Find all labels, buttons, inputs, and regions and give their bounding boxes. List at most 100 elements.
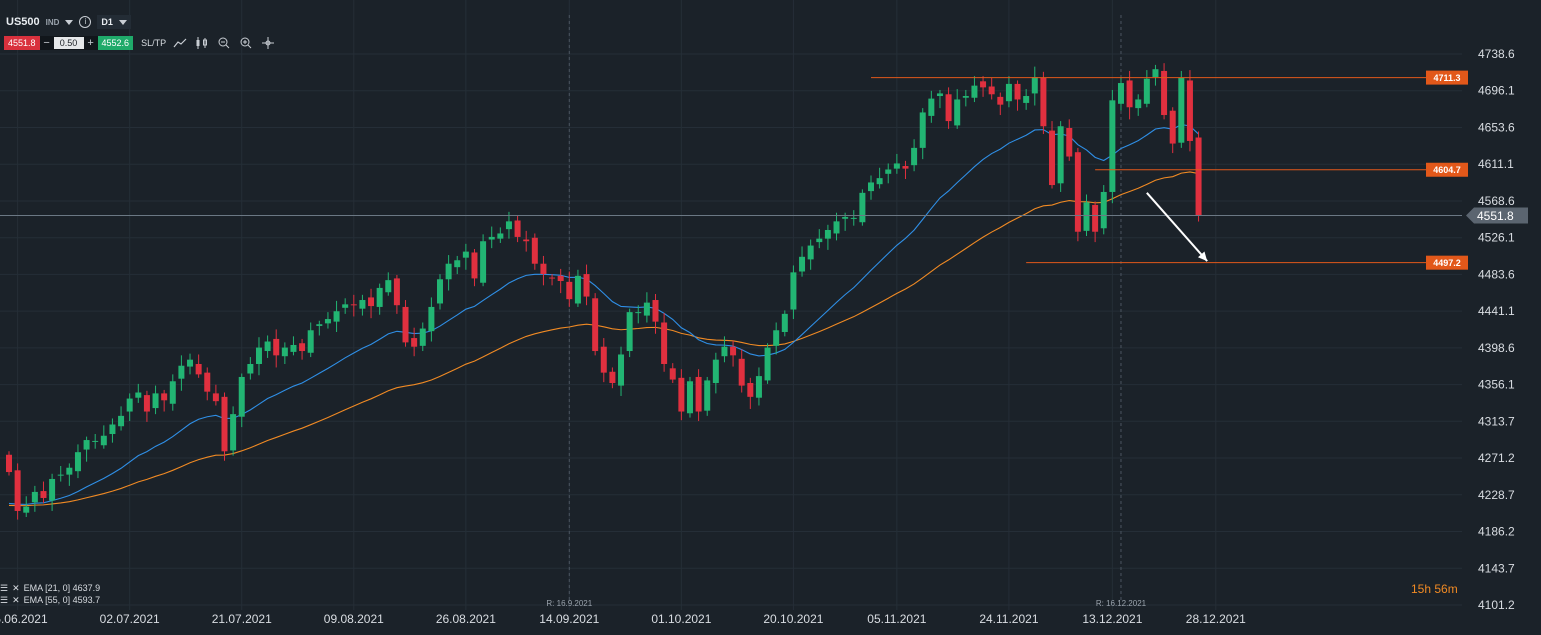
candle <box>936 93 943 97</box>
legend-label-ema55: EMA [55, 0] 4593.7 <box>23 595 101 605</box>
candle <box>1066 127 1073 157</box>
indicator-settings-icon[interactable]: ☰ <box>0 583 9 593</box>
sltp-button[interactable]: SL/TP <box>141 38 167 48</box>
x-tick-label: 15.06.2021 <box>0 612 48 626</box>
y-tick-label: 4143.7 <box>1478 561 1515 575</box>
candle <box>678 377 685 412</box>
level-badge <box>1426 162 1468 177</box>
candle <box>566 281 573 300</box>
candle <box>583 274 590 297</box>
buy-button[interactable]: 4552.6 <box>97 36 134 50</box>
candle <box>307 330 314 353</box>
candle <box>445 263 452 280</box>
candle <box>359 300 366 309</box>
candle <box>281 347 288 357</box>
legend-item-ema55[interactable]: ☰ ✕ EMA [55, 0] 4593.7 <box>0 594 100 606</box>
candle <box>1109 100 1116 192</box>
candle <box>885 169 892 174</box>
legend-item-ema21[interactable]: ☰ ✕ EMA [21, 0] 4637.9 <box>0 582 100 594</box>
candle <box>437 279 443 304</box>
candle <box>945 94 952 122</box>
candle <box>230 414 237 451</box>
candle <box>902 166 909 169</box>
candle <box>57 474 64 476</box>
x-tick-label: 21.07.2021 <box>212 612 272 626</box>
candle <box>781 313 788 333</box>
candle <box>1117 83 1124 104</box>
candle <box>704 380 711 411</box>
candle <box>480 241 487 283</box>
zoom-in-icon[interactable] <box>238 36 254 50</box>
chevron-down-icon <box>118 19 127 25</box>
candle <box>574 275 581 304</box>
candle <box>626 312 633 352</box>
timeframe-select[interactable]: D1 <box>97 15 131 29</box>
candle <box>471 252 478 279</box>
candle <box>833 221 840 234</box>
candle <box>92 440 99 442</box>
candle <box>850 217 857 219</box>
y-tick-label: 4568.6 <box>1478 194 1515 208</box>
increase-quantity-button[interactable]: + <box>87 37 94 49</box>
candle <box>738 358 745 386</box>
candle <box>686 381 693 414</box>
candle <box>842 217 849 219</box>
remove-indicator-icon[interactable]: ✕ <box>12 583 20 593</box>
candle <box>1031 76 1038 94</box>
crosshair-icon[interactable] <box>260 36 276 50</box>
candle <box>523 239 530 242</box>
y-tick-label: 4186.2 <box>1478 525 1515 539</box>
candle <box>1143 78 1150 104</box>
candle <box>290 344 297 352</box>
candle <box>350 304 357 306</box>
candle <box>411 338 418 347</box>
candle <box>1195 137 1202 216</box>
indicator-settings-icon[interactable]: ☰ <box>0 595 9 605</box>
candle <box>1005 83 1012 102</box>
line-chart-icon[interactable] <box>172 36 188 50</box>
candle <box>324 319 331 324</box>
candle <box>1152 69 1159 77</box>
y-tick-label: 4228.7 <box>1478 488 1515 502</box>
candle <box>919 112 926 148</box>
info-icon[interactable]: i <box>79 16 92 28</box>
candle <box>333 311 340 322</box>
candle <box>195 363 202 375</box>
sell-button[interactable]: 4551.8 <box>4 36 40 50</box>
candle <box>764 347 771 381</box>
candle <box>462 251 469 258</box>
market-type-label: IND <box>45 17 60 27</box>
candle <box>600 346 607 373</box>
symbol-label[interactable]: US500 <box>6 16 40 28</box>
candle <box>635 312 642 314</box>
candle <box>557 275 564 282</box>
decrease-quantity-button[interactable]: − <box>43 37 50 49</box>
remove-indicator-icon[interactable]: ✕ <box>12 595 20 605</box>
candle <box>204 372 211 392</box>
candle <box>928 98 935 116</box>
candle <box>1135 99 1142 109</box>
candle <box>402 306 409 343</box>
quantity-field[interactable]: 0.50 <box>53 37 84 49</box>
trade-panel: 4551.8 − 0.50 + 4552.6 SL/TP <box>4 36 276 50</box>
y-tick-label: 4738.6 <box>1478 47 1515 61</box>
candle <box>1092 204 1099 232</box>
candle <box>497 233 504 239</box>
candlestick-icon[interactable] <box>194 36 210 50</box>
zoom-out-icon[interactable] <box>216 36 232 50</box>
candle <box>488 236 495 240</box>
symbol-dropdown-icon[interactable] <box>65 19 74 25</box>
candle <box>152 393 159 409</box>
candle <box>652 300 659 322</box>
candle <box>988 86 995 95</box>
candle <box>238 376 245 417</box>
candle <box>730 346 737 356</box>
candle <box>135 392 142 398</box>
candle <box>618 354 625 386</box>
candle <box>859 192 866 223</box>
candle <box>592 298 599 352</box>
chart-header: US500 IND i D1 <box>6 12 131 32</box>
candle <box>505 221 512 230</box>
